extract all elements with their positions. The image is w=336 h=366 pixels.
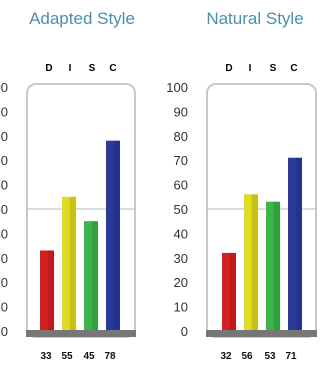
category-label-i: I (249, 63, 252, 74)
value-label-c: 78 (104, 351, 116, 362)
value-label-c: 71 (285, 351, 297, 362)
bar-c (288, 157, 302, 331)
category-label-c: C (290, 63, 297, 74)
bar-fill (62, 196, 76, 331)
y-tick-label: 10 (174, 300, 188, 315)
category-label-d: D (45, 63, 52, 74)
chart-base (26, 330, 136, 337)
category-label-s: S (89, 63, 96, 74)
chart-panel-adapted: Adapted Style D I S C 0 10 20 30 40 50 60 70 80 90 100 3… (0, 9, 136, 362)
bar-fill (266, 201, 280, 331)
bar-fill (222, 252, 236, 331)
bar-i (244, 194, 258, 331)
bar-shade (47, 250, 54, 331)
bar-shade (295, 157, 302, 331)
value-label-s: 53 (264, 351, 276, 362)
bar-shade (69, 196, 76, 331)
bar-i (62, 196, 76, 331)
y-tick-label: 100 (0, 80, 8, 95)
bar-fill (84, 221, 98, 331)
y-tick-label: 70 (0, 153, 8, 168)
y-tick-label: 60 (174, 178, 188, 193)
value-label-d: 33 (40, 351, 52, 362)
bar-shade (251, 194, 258, 331)
bar-shade (273, 201, 280, 331)
bar-fill (40, 250, 54, 331)
value-label-i: 55 (61, 351, 73, 362)
bar-fill (244, 194, 258, 331)
bar-c (106, 140, 120, 331)
y-tick-label: 30 (0, 251, 8, 266)
bar-fill (288, 157, 302, 331)
category-label-d: D (225, 63, 232, 74)
y-tick-label: 0 (181, 324, 188, 339)
bar-fill (106, 140, 120, 331)
y-tick-label: 50 (174, 202, 188, 217)
chart-base (206, 330, 317, 337)
y-tick-label: 20 (174, 275, 188, 290)
chart-panel-natural: Natural Style D I S C 0 10 20 30 40 50 60 70 80 90 100 3… (166, 9, 317, 362)
y-tick-label: 80 (174, 129, 188, 144)
y-tick-label: 90 (174, 104, 188, 119)
y-tick-label: 90 (0, 104, 8, 119)
bar-s (266, 201, 280, 331)
y-tick-label: 0 (1, 324, 8, 339)
y-tick-label: 20 (0, 275, 8, 290)
chart-title: Adapted Style (29, 9, 135, 28)
y-tick-label: 50 (0, 202, 8, 217)
y-tick-label: 10 (0, 300, 8, 315)
bar-shade (229, 252, 236, 331)
y-tick-label: 80 (0, 129, 8, 144)
y-tick-label: 100 (166, 80, 188, 95)
y-tick-label: 40 (174, 226, 188, 241)
category-label-c: C (109, 63, 116, 74)
bar-s (84, 221, 98, 331)
y-tick-label: 60 (0, 178, 8, 193)
bar-d (40, 250, 54, 331)
category-label-s: S (270, 63, 277, 74)
y-tick-label: 70 (174, 153, 188, 168)
category-label-i: I (69, 63, 72, 74)
value-label-s: 45 (83, 351, 95, 362)
bar-shade (113, 140, 120, 331)
value-label-i: 56 (241, 351, 253, 362)
bar-shade (91, 221, 98, 331)
y-tick-label: 30 (174, 251, 188, 266)
chart-title: Natural Style (206, 9, 303, 28)
bar-d (222, 252, 236, 331)
y-tick-label: 40 (0, 226, 8, 241)
value-label-d: 32 (220, 351, 232, 362)
